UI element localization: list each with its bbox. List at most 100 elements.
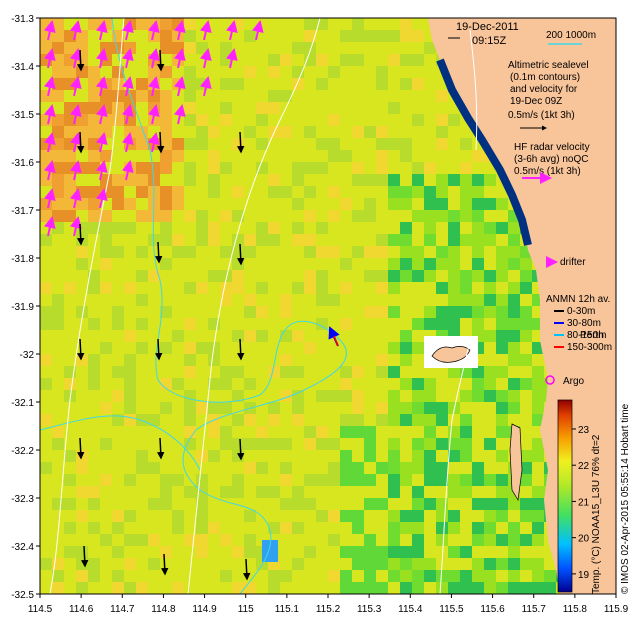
altimetric-vector (76, 223, 85, 246)
colorbar-tick-label: 22 (578, 461, 590, 472)
altimetric-vector (154, 338, 163, 361)
hf-vector (95, 132, 108, 153)
hf-vector (69, 48, 82, 69)
y-tick-label: -32.3 (11, 494, 34, 505)
hf-vector (147, 104, 160, 125)
x-tick-label: 115.2 (316, 604, 341, 615)
hf-vector (147, 48, 160, 69)
x-tick-label: 115.7 (522, 604, 547, 615)
hf-vector (43, 76, 56, 97)
map-date: 19-Dec-2011 (456, 21, 519, 33)
anmn-title: ANMN 12h av. (546, 294, 610, 305)
altimetric-vector (156, 49, 165, 72)
hf-vector (43, 216, 56, 237)
altimetric-vector (76, 338, 85, 361)
colorbar-tick-label: 20 (578, 534, 590, 545)
hf-vector (95, 76, 108, 97)
hf-vector (121, 48, 134, 69)
altimetric-velocity-vectors (76, 49, 251, 581)
sealevel-contours (49, 18, 478, 594)
hf-vector (147, 76, 160, 97)
x-axis: 114.5 114.6 114.7 114.8 114.9 115 115.1 115.2 11… (28, 594, 629, 615)
anmn-legend-label: 150-300m (567, 342, 612, 353)
altimetric-vector (236, 338, 245, 361)
hf-vector (121, 20, 134, 41)
hf-vector (147, 20, 160, 41)
hf-vector (95, 20, 108, 41)
y-tick-label: -32.4 (11, 542, 34, 553)
hf-legend-line-2: (3-6h avg) noQC (514, 154, 588, 165)
colorbar-label: Temp. (°C) NOAA15_L3U 76% dt=2 (591, 434, 602, 594)
hf-vector (147, 132, 160, 153)
hf-vector (43, 160, 56, 181)
x-tick-label: 114.9 (192, 604, 217, 615)
x-tick-label: 114.7 (110, 604, 135, 615)
hf-vector (43, 132, 56, 153)
altimetric-vector (236, 243, 245, 266)
argo-icon (545, 375, 555, 385)
hf-vector (95, 104, 108, 125)
hf-vector (69, 188, 82, 209)
hf-vector (69, 216, 82, 237)
garden-island (509, 423, 523, 502)
hf-radar-vectors (43, 20, 264, 237)
plot-area (40, 18, 616, 594)
anmn-legend-label: 30-80m (567, 318, 601, 329)
hf-vector (43, 104, 56, 125)
hf-vector (225, 20, 238, 41)
bathy-contours (40, 18, 347, 594)
altimetric-vector (160, 553, 169, 576)
hf-vector (199, 20, 212, 41)
x-tick-label: 114.6 (69, 604, 94, 615)
map-time: 09:15Z (472, 35, 507, 47)
hf-vector (95, 160, 108, 181)
hf-vector (43, 20, 56, 41)
altimetric-vector (80, 545, 89, 568)
altimetric-vector (156, 437, 165, 460)
hf-vector (199, 48, 212, 69)
y-tick-label: -31.3 (11, 14, 34, 25)
sealevel-legend-line-2: (0.1m contours) (510, 72, 580, 83)
y-tick-label: -31.8 (11, 254, 34, 265)
hf-vector (173, 76, 186, 97)
hf-vector (69, 104, 82, 125)
bathy-legend: 200 1000m (546, 30, 596, 41)
sealevel-legend-line-1: Altimetric sealevel (508, 60, 589, 71)
argo-label: Argo (563, 376, 585, 387)
altimetric-vector (156, 131, 165, 154)
colorbar-tick-label: 19 (578, 570, 590, 581)
altimetric-vector (242, 558, 251, 581)
y-tick-label: -31.9 (11, 302, 34, 313)
hf-legend-line-1: HF radar velocity (514, 142, 590, 153)
x-tick-label: 114.5 (28, 604, 53, 615)
y-tick-label: -32.1 (11, 398, 34, 409)
x-tick-label: 115.1 (275, 604, 300, 615)
y-tick-label: -31.5 (11, 110, 34, 121)
y-axis: -31.3 -31.4 -31.5 -31.6 -31.7 -31.8 -31.9 -32 -3… (11, 14, 40, 601)
sealevel-scale: 0.5m/s (1kt 3h) (508, 110, 575, 121)
x-tick-label: 115.6 (480, 604, 505, 615)
colorbar (557, 399, 573, 593)
hf-vector (121, 76, 134, 97)
colorbar-tick-label: 21 (578, 497, 590, 508)
hf-scale: 0.5m/s (1kt 3h) (514, 166, 581, 177)
altimetric-vector (76, 437, 85, 460)
altimetric-vector (236, 131, 245, 154)
y-tick-label: -32 (20, 350, 35, 361)
x-tick-label: 115.8 (563, 604, 588, 615)
y-tick-label: -32.2 (11, 446, 34, 457)
hf-vector (121, 160, 134, 181)
y-tick-label: -31.4 (11, 62, 34, 73)
hf-vector (43, 188, 56, 209)
x-tick-label: 115.3 (357, 604, 382, 615)
rottnest-island (431, 346, 471, 363)
sealevel-legend-line-3: and velocity for (510, 84, 578, 95)
sealevel-legend-line-4: 19-Dec 09Z (510, 96, 562, 107)
altimetric-vector (76, 49, 85, 72)
copyright-footer: © IMOS 02-Apr-2015 05:55:14 Hobart time (620, 403, 631, 594)
hf-vector (173, 20, 186, 41)
hf-vector (95, 48, 108, 69)
colorbar-ticks: 19 20 21 22 23 (572, 425, 590, 581)
